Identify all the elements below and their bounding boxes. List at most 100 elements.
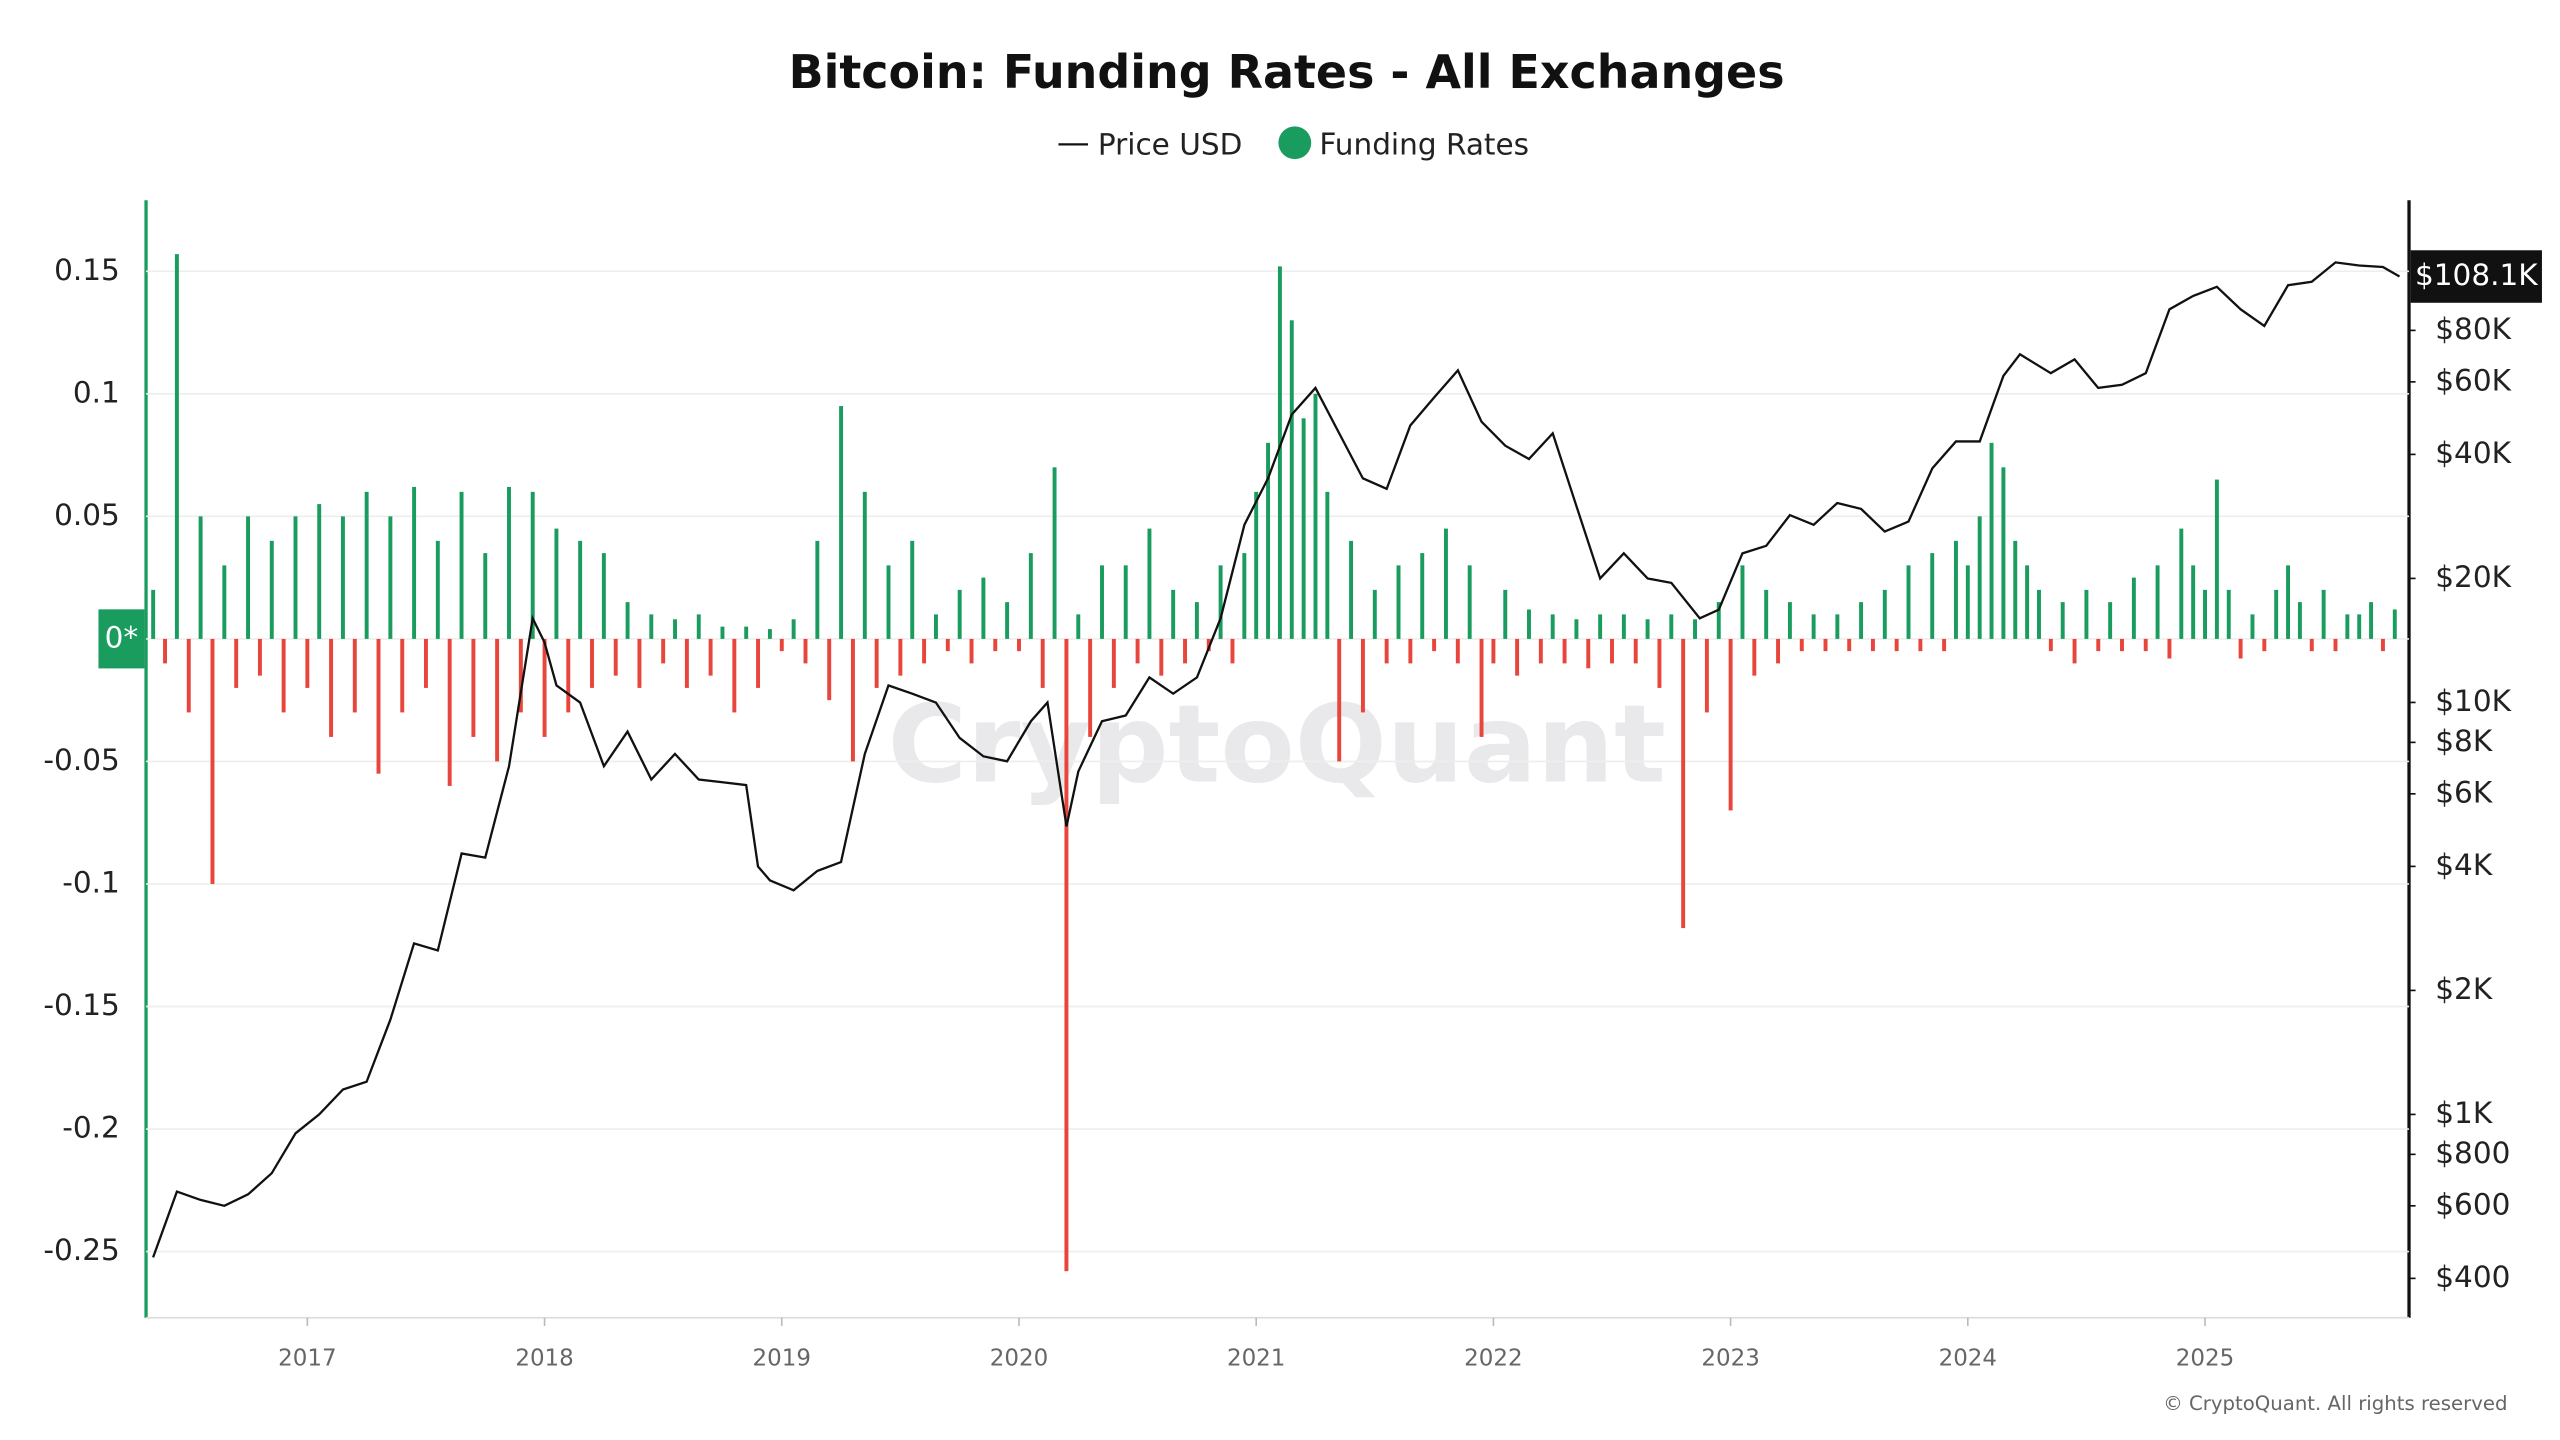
funding-bar — [2155, 565, 2160, 639]
funding-bar — [234, 638, 239, 688]
funding-bar — [1527, 609, 1531, 639]
funding-bar — [1242, 553, 1247, 639]
funding-bar — [2072, 638, 2077, 664]
funding-bar — [447, 638, 452, 786]
funding-bar — [1360, 638, 1365, 713]
funding-bar — [815, 540, 820, 639]
funding-bar — [1918, 638, 1923, 652]
funding-bar — [720, 626, 725, 639]
y-tick-label: 0.1 — [73, 375, 120, 409]
funding-bar — [2226, 589, 2231, 639]
funding-bar — [317, 504, 322, 639]
funding-bar — [1301, 418, 1306, 639]
legend-label: Funding Rates — [1319, 128, 1529, 162]
funding-bar — [174, 254, 179, 639]
funding-bar — [1194, 602, 1199, 639]
x-tick-label: 2021 — [1227, 1345, 1285, 1371]
funding-bar — [305, 638, 310, 688]
funding-bar — [1740, 565, 1745, 639]
funding-bar — [1645, 619, 1650, 639]
funding-bar — [1171, 589, 1176, 639]
y2-tick-label: $6K — [2435, 775, 2493, 809]
funding-bar — [329, 638, 334, 737]
funding-bar — [2357, 614, 2362, 639]
funding-bar — [566, 638, 571, 713]
funding-bar — [803, 638, 808, 664]
funding-bar — [1052, 467, 1057, 639]
watermark: CryptoQuant — [888, 680, 1666, 807]
funding-bar — [1716, 602, 1721, 639]
funding-bar — [2131, 577, 2136, 639]
funding-bar — [1870, 638, 1875, 652]
funding-bar — [1787, 602, 1792, 639]
funding-bar — [1930, 553, 1935, 639]
funding-bar — [590, 638, 594, 688]
funding-bar — [210, 638, 215, 884]
y-tick-label: -0.25 — [43, 1233, 119, 1267]
funding-bar — [981, 577, 986, 639]
funding-bar — [340, 516, 345, 639]
funding-bar — [1657, 638, 1662, 688]
y2-tick-label: $2K — [2435, 972, 2493, 1006]
y2-tick-label: $800 — [2435, 1136, 2510, 1170]
funding-bar — [1977, 516, 1982, 639]
y2-tick-label: $80K — [2435, 312, 2511, 346]
funding-bar — [839, 406, 844, 639]
funding-bar — [1538, 638, 1543, 664]
funding-bar — [1325, 491, 1330, 639]
y2-tick-label: $600 — [2435, 1187, 2510, 1221]
funding-bar — [2179, 528, 2184, 639]
funding-bar — [1764, 589, 1769, 639]
y2-tick-label: $1K — [2435, 1096, 2493, 1130]
funding-bar — [1467, 565, 1472, 639]
funding-bar — [969, 638, 974, 664]
funding-bar — [578, 540, 583, 639]
funding-bar — [1835, 614, 1840, 639]
funding-bar — [1313, 393, 1318, 639]
funding-bar — [1443, 528, 1448, 639]
funding-bar — [1621, 614, 1626, 639]
funding-bar — [1942, 638, 1947, 652]
funding-bar — [1218, 565, 1223, 639]
funding-bar — [1847, 638, 1852, 652]
funding-bar — [2238, 638, 2243, 659]
funding-bar — [495, 638, 500, 762]
funding-bar — [1550, 614, 1555, 639]
funding-bar — [2369, 602, 2374, 639]
funding-bar — [163, 638, 167, 664]
funding-bar — [518, 638, 523, 713]
funding-bar — [388, 516, 393, 639]
x-tick-label: 2023 — [1701, 1345, 1759, 1371]
funding-bar — [732, 638, 737, 713]
funding-bar — [1147, 528, 1152, 639]
funding-bar — [779, 638, 784, 652]
y-tick-label: -0.05 — [43, 743, 119, 777]
funding-bar — [281, 638, 286, 713]
y-tick-label: -0.2 — [62, 1111, 120, 1145]
funding-bar — [246, 516, 251, 639]
funding-bar — [471, 638, 476, 737]
funding-bar — [1610, 638, 1614, 664]
funding-bar — [1349, 540, 1354, 639]
funding-bar — [1479, 638, 1484, 737]
funding-bar — [1432, 638, 1437, 652]
funding-bar — [2025, 565, 2030, 639]
funding-bar — [1598, 614, 1603, 639]
funding-bar — [269, 540, 274, 639]
funding-bar — [767, 629, 772, 639]
funding-bar — [2297, 602, 2302, 639]
funding-bar — [1491, 638, 1496, 664]
funding-bar — [696, 614, 701, 639]
funding-bar — [293, 516, 298, 639]
funding-bar — [2262, 638, 2267, 652]
funding-bar — [945, 638, 950, 652]
funding-bar — [957, 589, 962, 639]
funding-bar — [198, 516, 203, 639]
funding-bar — [483, 553, 488, 639]
funding-bar — [898, 638, 903, 676]
funding-bar — [1562, 638, 1567, 664]
y-tick-label: 0* — [105, 620, 139, 654]
funding-bar — [1693, 619, 1697, 639]
funding-bar — [1372, 589, 1377, 639]
funding-bar — [1906, 565, 1911, 639]
